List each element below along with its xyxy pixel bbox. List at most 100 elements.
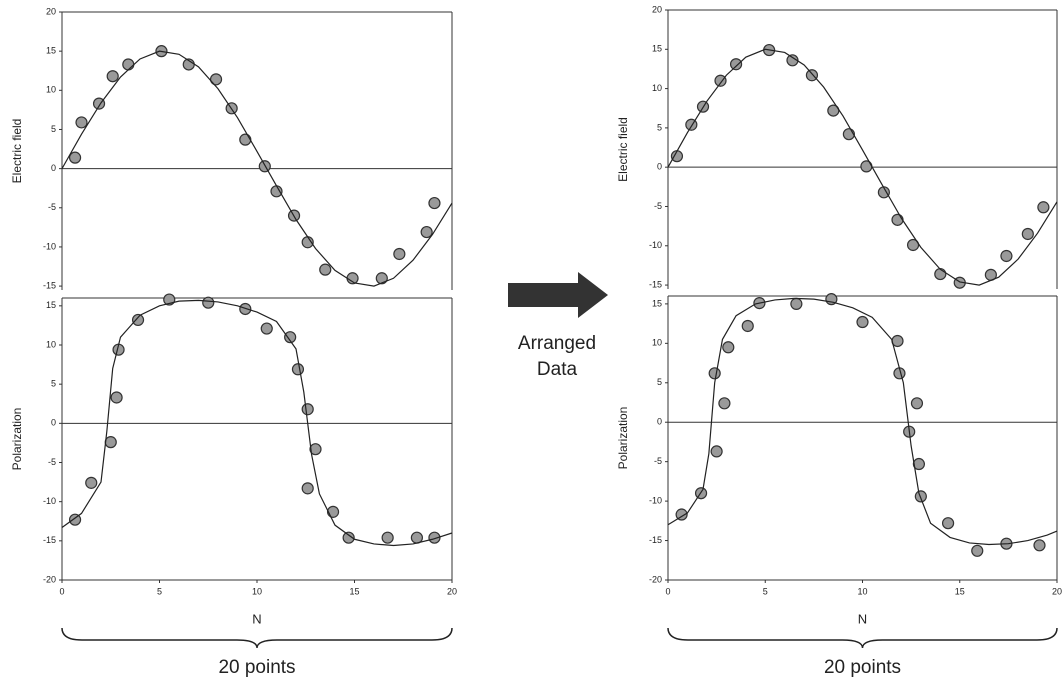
data-point bbox=[428, 196, 441, 210]
fit-curve bbox=[61, 299, 453, 547]
y-tick-label: -10 bbox=[43, 496, 56, 506]
y-tick-label: 15 bbox=[46, 300, 56, 310]
y-tick-label: -15 bbox=[649, 535, 662, 545]
data-point bbox=[239, 133, 252, 146]
y-tick-label: 15 bbox=[652, 298, 662, 308]
brace-label: 20 points bbox=[218, 657, 295, 678]
data-point bbox=[718, 397, 731, 410]
arrow bbox=[508, 272, 608, 318]
fit-curve bbox=[61, 50, 453, 287]
y-tick-label: 0 bbox=[657, 417, 662, 427]
x-tick-label: 0 bbox=[665, 586, 670, 596]
data-point bbox=[1033, 539, 1046, 552]
y-tick-label: 10 bbox=[46, 85, 56, 95]
y-tick-label: -15 bbox=[43, 280, 56, 290]
x-axis-label: N bbox=[252, 611, 261, 626]
data-point bbox=[741, 319, 754, 333]
data-point bbox=[110, 391, 123, 404]
y-tick-label: -5 bbox=[48, 457, 56, 467]
y-tick-label: -10 bbox=[649, 495, 662, 505]
y-tick-label: 5 bbox=[51, 379, 56, 389]
y-tick-label: -15 bbox=[43, 535, 56, 545]
data-point bbox=[934, 267, 947, 281]
y-tick-label: -10 bbox=[649, 240, 662, 250]
data-point bbox=[842, 128, 855, 141]
data-point bbox=[941, 517, 955, 530]
y-tick-label: 5 bbox=[657, 122, 662, 132]
y-tick-label: -10 bbox=[43, 241, 56, 251]
brace-label: 20 points bbox=[824, 657, 901, 678]
data-point bbox=[891, 213, 904, 226]
data-point bbox=[714, 74, 727, 87]
y-tick-label: 0 bbox=[657, 162, 662, 172]
data-point bbox=[319, 263, 332, 276]
data-point bbox=[202, 296, 215, 309]
data-point bbox=[75, 116, 88, 129]
x-tick-label: 15 bbox=[955, 586, 965, 596]
data-point bbox=[1000, 249, 1013, 263]
x-axis-label: N bbox=[858, 611, 867, 626]
y-axis-label: Polarization bbox=[616, 407, 630, 470]
data-point bbox=[342, 531, 355, 544]
y-tick-label: 20 bbox=[46, 6, 56, 16]
data-point bbox=[260, 322, 273, 335]
y-tick-label: 20 bbox=[652, 4, 662, 14]
y-axis-label: Polarization bbox=[10, 408, 24, 471]
data-point bbox=[326, 505, 340, 518]
data-point bbox=[68, 513, 82, 526]
fit-curve bbox=[667, 48, 1058, 286]
y-tick-label: -5 bbox=[654, 456, 662, 466]
y-tick-label: -5 bbox=[654, 201, 662, 211]
x-tick-label: 5 bbox=[157, 586, 162, 596]
data-point bbox=[910, 397, 924, 410]
data-point bbox=[381, 531, 394, 544]
data-point bbox=[393, 247, 406, 261]
y-tick-label: -20 bbox=[43, 574, 56, 584]
brace bbox=[61, 627, 453, 649]
y-tick-label: 0 bbox=[51, 418, 56, 428]
arrow-label: Data bbox=[537, 359, 578, 380]
data-point bbox=[420, 225, 433, 239]
y-tick-label: 0 bbox=[51, 163, 56, 173]
y-tick-label: 5 bbox=[657, 377, 662, 387]
data-point bbox=[790, 297, 803, 310]
y-tick-label: -5 bbox=[48, 202, 56, 212]
x-tick-label: 15 bbox=[349, 586, 359, 596]
x-tick-label: 10 bbox=[857, 586, 867, 596]
data-point bbox=[971, 544, 984, 557]
y-tick-label: 15 bbox=[46, 46, 56, 56]
data-point bbox=[122, 58, 135, 71]
y-tick-label: 15 bbox=[652, 44, 662, 54]
data-point bbox=[131, 313, 145, 327]
data-point bbox=[106, 70, 119, 83]
data-point bbox=[209, 73, 223, 86]
data-point bbox=[912, 457, 926, 471]
y-tick-label: -15 bbox=[649, 279, 662, 289]
data-point bbox=[428, 531, 441, 544]
x-tick-label: 0 bbox=[59, 586, 64, 596]
x-tick-label: 5 bbox=[763, 586, 768, 596]
data-point bbox=[85, 476, 98, 489]
data-point bbox=[805, 69, 819, 82]
data-point bbox=[291, 363, 305, 376]
arrow-label: Arranged bbox=[518, 333, 596, 354]
data-point bbox=[1021, 227, 1034, 241]
y-tick-label: 10 bbox=[46, 339, 56, 349]
y-axis-label: Electric field bbox=[616, 117, 630, 182]
data-point bbox=[675, 508, 688, 521]
data-point bbox=[1037, 201, 1050, 214]
data-point bbox=[729, 58, 743, 71]
data-point bbox=[786, 54, 799, 67]
y-tick-label: 5 bbox=[51, 124, 56, 134]
data-point bbox=[68, 151, 82, 164]
data-point bbox=[104, 436, 117, 449]
data-point bbox=[284, 331, 297, 344]
data-point bbox=[914, 490, 927, 503]
y-tick-label: 10 bbox=[652, 338, 662, 348]
data-point bbox=[856, 315, 869, 329]
y-tick-label: 10 bbox=[652, 83, 662, 93]
x-tick-label: 20 bbox=[447, 586, 457, 596]
data-point bbox=[301, 403, 314, 416]
data-point bbox=[708, 367, 721, 380]
